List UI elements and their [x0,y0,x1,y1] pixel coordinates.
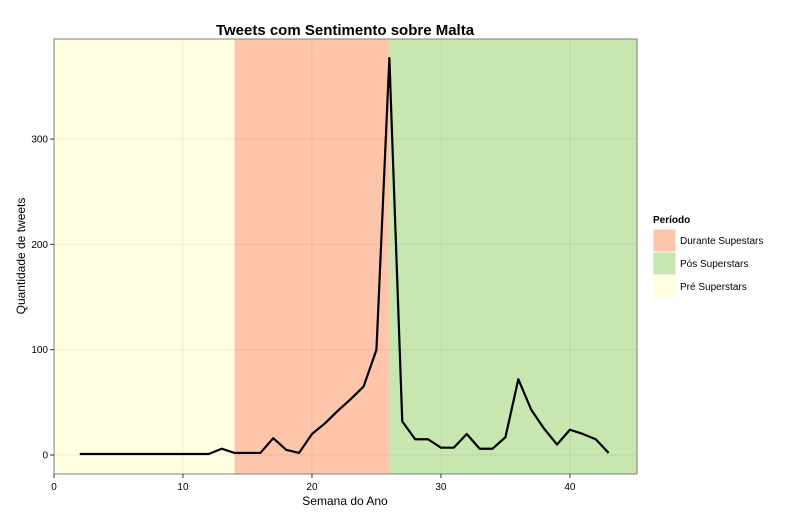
legend-label-2: Pré Superstars [680,282,747,293]
x-tick-label-2: 20 [306,482,318,493]
axes: 0 10 20 30 40 0 100 200 300 [31,135,576,493]
y-tick-label-1: 100 [31,345,48,356]
period-band-0 [54,39,235,474]
plot-panel-border [53,38,638,475]
grid-lines [53,39,637,474]
legend-swatch-2 [652,274,677,299]
y-tick-label-0: 0 [42,451,48,462]
series-layer [79,56,610,456]
y-tick-label-3: 300 [31,135,48,146]
series-line-0 [79,56,610,456]
period-band-2 [389,39,637,474]
period-bands [54,39,637,474]
x-tick-label-1: 10 [177,482,189,493]
x-tick-label-4: 40 [564,482,576,493]
chart-title: Tweets com Sentimento sobre Malta [216,22,475,39]
x-tick-label-3: 30 [435,482,447,493]
period-band-1 [234,39,390,474]
x-axis-title: Semana do Ano [302,494,388,508]
x-tick-label-0: 0 [51,482,57,493]
y-axis-title: Quantidade de tweets [14,198,28,315]
legend-label-0: Durante Supestars [680,236,763,247]
y-tick-label-2: 200 [31,240,48,251]
legend: Período Durante Supestars Pós Superstars P… [652,215,763,299]
legend-label-1: Pós Superstars [680,259,748,270]
legend-swatch-1 [652,251,677,276]
legend-swatch-0 [652,228,677,253]
legend-title: Período [653,215,690,226]
